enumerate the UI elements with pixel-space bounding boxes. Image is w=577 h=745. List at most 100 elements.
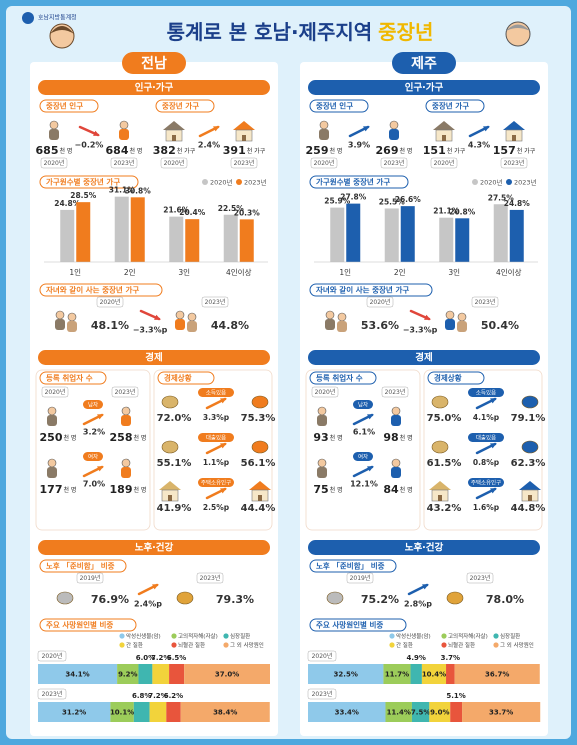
number: 391 [223,144,246,157]
infographic: 통계로 본 호남·제주지역중장년호남지방통계청전남인구·가구중장년 인구중장년 … [0,0,577,745]
bar [240,219,254,262]
page-body: 통계로 본 호남·제주지역중장년호남지방통계청전남인구·가구중장년 인구중장년 … [0,0,577,745]
sub-heading: 자녀와 같이 사는 중장년 가구 [46,285,139,295]
bar [185,219,199,262]
sub-heading: 중장년 인구 [316,101,353,111]
icon-head [56,311,64,319]
legend-label: 그 외 사망원인 [500,641,534,649]
year-label: 2020년 [45,388,66,396]
change-label: 7.0% [83,480,105,489]
icon-head [68,313,76,321]
icon-door [528,495,532,501]
stat-value: 53.6% [361,319,399,332]
year-label: 2023년 [312,690,333,698]
sub-heading: 노후 「준비함」 비중 [46,561,115,571]
section-title: 인구·가구 [405,82,444,94]
sub-heading: 경제상황 [164,373,192,383]
change-label: 2.4%p [134,600,162,609]
bar [330,208,344,262]
bar-value-label: 27.8% [340,193,367,202]
agency-name: 호남지방통계청 [38,14,77,22]
year-label: 2023년 [504,159,525,167]
unit: 천 명 [330,147,343,155]
change-label: −3.3%p [133,326,168,335]
icon-head [338,313,346,321]
unit: 천 명 [134,486,147,494]
bar [169,217,183,262]
legend-swatch [119,642,124,647]
icon-door [258,495,262,501]
icon-coins [432,396,448,408]
year-label: 2020년 [44,159,65,167]
unit: 천 명 [64,486,77,494]
bar [455,218,469,262]
icon-coins [252,441,268,453]
year-label: 2020년 [42,652,63,660]
icon-head [320,121,328,129]
icon-coins [327,592,343,604]
number: 259 [306,144,329,157]
legend-swatch [389,642,394,647]
legend-label: 고의적자해(자살) [448,632,488,640]
stat-value: 50.4% [481,319,519,332]
legend-swatch [223,642,228,647]
bar-value-label: 20.8% [449,207,476,216]
unit: 천 명 [400,147,413,155]
legend-swatch [441,633,446,638]
bar [494,204,508,262]
bar [385,208,399,262]
number: 151 [423,144,446,157]
stat-value: 56.1% [241,458,276,469]
unit: 천 명 [60,147,73,155]
segment-label: 5.1% [446,692,465,700]
stat-value: 75.3% [241,413,276,424]
icon-coins [522,396,538,408]
gender-label: 여자 [358,453,368,461]
year-label: 2023년 [114,159,135,167]
legend-label: 간 질환 [126,641,143,649]
section-title: 노후·건강 [405,542,444,554]
icon-body [187,321,197,332]
bar-segment [450,702,462,722]
bar-segment [169,664,184,684]
page: 통계로 본 호남·제주지역 중장년 {"header":{"agency":"호… [0,0,577,745]
icon-coins [162,441,178,453]
title-main: 통계로 본 호남·제주지역 [167,20,373,44]
legend-swatch [171,633,176,638]
icon-head [122,459,130,467]
bar [510,210,524,262]
sub-heading: 자녀와 같이 사는 중장년 가구 [316,285,409,295]
icon-head [188,313,196,321]
icon-head [120,121,128,129]
icon-head [392,459,400,467]
icon-head [176,311,184,319]
number: 189 [110,483,133,496]
number: 382 [153,144,176,157]
year-label: 2023년 [205,298,226,306]
change-label: −3.3%p [403,326,438,335]
legend-label: 뇌혈관 질환 [448,641,475,649]
category-label: 3인 [448,267,460,277]
bar-value-label: 30.8% [125,186,152,195]
icon-head [48,407,56,415]
icon-head [458,313,466,321]
unit: 천 명 [64,434,77,442]
icon-door [438,495,442,501]
icon-body [49,129,59,140]
year-label: 2023년 [42,690,63,698]
region-name: 전남 [141,55,167,72]
icon-body [47,467,57,478]
unit: 천 명 [134,434,147,442]
icon-body [391,415,401,426]
legend-label: 2020년 [210,178,233,187]
icon-coins [432,441,448,453]
year-label: 2020년 [370,298,391,306]
stat-value: 62.3% [511,458,546,469]
stat-value: 75.2% [361,593,399,606]
change-label: 3.9% [348,141,370,150]
legend-swatch [171,642,176,647]
segment-label: 37.0% [215,671,239,679]
icon-head [326,311,334,319]
bar [131,197,145,262]
stat-value: 79.1% [511,413,546,424]
